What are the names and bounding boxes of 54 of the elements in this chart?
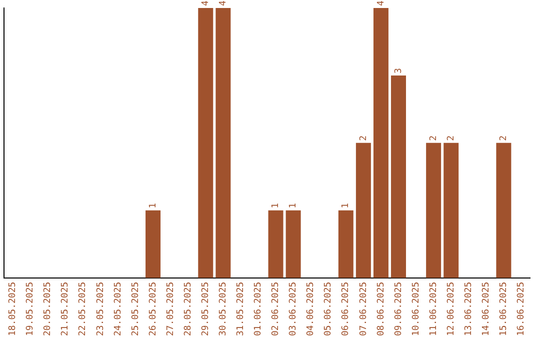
x-tick-label: 15.06.2025 [499, 282, 510, 336]
data-label: 1 [341, 202, 352, 208]
data-label: 4 [218, 0, 229, 6]
data-label: 1 [271, 202, 282, 208]
bar [426, 142, 442, 278]
x-tick-label: 12.06.2025 [446, 282, 456, 336]
x-tick-label: 19.05.2025 [26, 282, 36, 336]
x-tick-label: 25.05.2025 [130, 282, 141, 336]
bar [268, 210, 284, 278]
bar [286, 210, 301, 278]
x-tick-label: 26.05.2025 [148, 282, 158, 336]
bar [356, 142, 371, 278]
data-label: 1 [148, 202, 158, 208]
bar [198, 8, 214, 278]
x-tick-label: 02.06.2025 [271, 282, 282, 336]
bar [373, 8, 388, 278]
x-tick-label: 21.05.2025 [60, 282, 71, 336]
data-label: 2 [428, 135, 439, 141]
x-tick-label: 27.05.2025 [166, 282, 176, 336]
data-label: 2 [446, 135, 456, 141]
x-tick-label: 14.06.2025 [482, 282, 492, 336]
x-tick-label: 22.05.2025 [78, 282, 88, 336]
data-label: 1 [288, 202, 299, 208]
data-label: 2 [358, 135, 369, 141]
bar [146, 210, 161, 278]
x-tick-label: 07.06.2025 [358, 282, 369, 336]
x-tick-label: 28.05.2025 [183, 282, 194, 336]
data-label: 2 [499, 135, 510, 141]
x-tick-label: 29.05.2025 [200, 282, 211, 336]
x-tick-label: 20.05.2025 [43, 282, 54, 336]
x-tick-label: 04.06.2025 [306, 282, 316, 336]
x-tick-label: 24.05.2025 [113, 282, 124, 336]
x-tick-label: 16.06.2025 [516, 282, 527, 336]
x-tick-label: 03.06.2025 [288, 282, 299, 336]
x-tick-label: 18.05.2025 [8, 282, 18, 336]
data-label: 3 [394, 68, 404, 74]
x-tick-label: 01.06.2025 [254, 282, 264, 336]
bar [338, 210, 354, 278]
bar [444, 142, 459, 278]
x-tick-label: 30.05.2025 [218, 282, 229, 336]
x-tick-label: 31.05.2025 [236, 282, 246, 336]
x-tick-label: 06.06.2025 [341, 282, 352, 336]
x-tick-label: 13.06.2025 [464, 282, 474, 336]
x-tick-label: 23.05.2025 [96, 282, 106, 336]
x-tick-label: 09.06.2025 [394, 282, 404, 336]
bar [391, 75, 406, 278]
bar [496, 142, 512, 278]
data-label: 4 [376, 0, 386, 6]
x-tick-label: 11.06.2025 [428, 282, 439, 336]
x-tick-label: 05.06.2025 [324, 282, 334, 336]
data-label: 4 [200, 0, 211, 6]
x-tick-label: 10.06.2025 [411, 282, 422, 336]
x-tick-label: 08.06.2025 [376, 282, 386, 336]
bar [216, 8, 231, 278]
